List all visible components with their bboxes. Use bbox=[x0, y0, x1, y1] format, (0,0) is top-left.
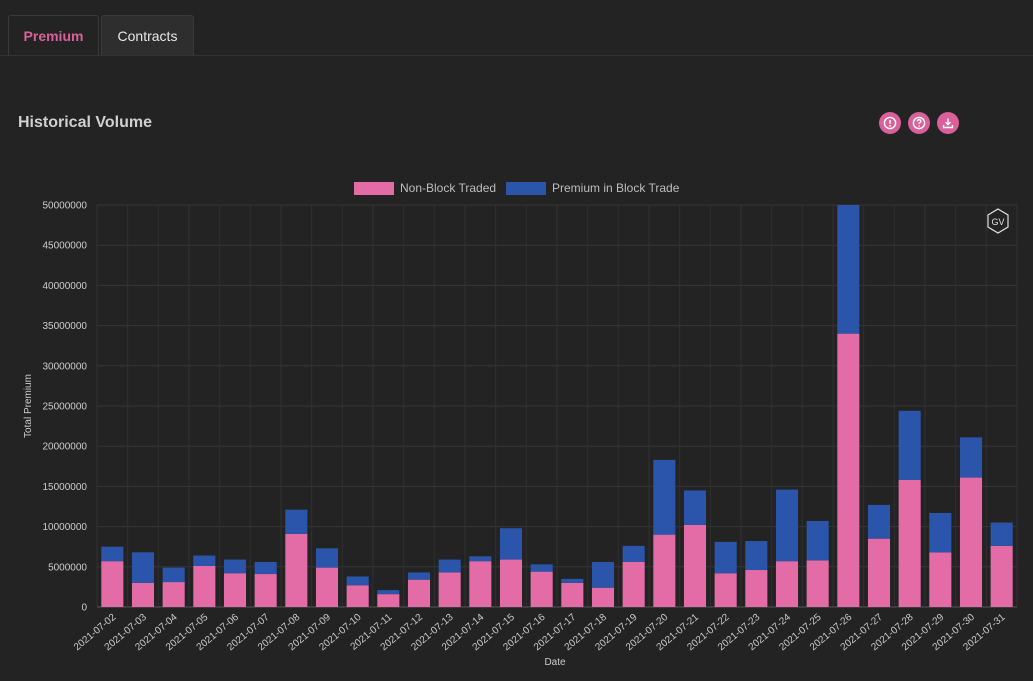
bar-block-trade[interactable] bbox=[683, 490, 707, 525]
bar-block-trade[interactable] bbox=[714, 541, 737, 574]
bar-block-trade[interactable] bbox=[591, 561, 615, 588]
bar-block-trade[interactable] bbox=[898, 410, 921, 480]
bar-non-block[interactable] bbox=[162, 582, 185, 607]
bar-block-trade[interactable] bbox=[223, 559, 247, 574]
bar-block-trade[interactable] bbox=[837, 205, 860, 334]
bar-block-trade[interactable] bbox=[315, 548, 339, 568]
bar-block-trade[interactable] bbox=[131, 552, 155, 583]
y-tick-label: 25000000 bbox=[43, 402, 88, 413]
bar-non-block[interactable] bbox=[131, 582, 155, 607]
bar-non-block[interactable] bbox=[775, 561, 799, 607]
bar-block-trade[interactable] bbox=[775, 489, 799, 562]
bar-block-trade[interactable] bbox=[101, 546, 124, 562]
download-button[interactable] bbox=[937, 112, 959, 134]
bar-block-trade[interactable] bbox=[929, 512, 952, 553]
bar-non-block[interactable] bbox=[499, 559, 523, 607]
y-tick-label: 30000000 bbox=[43, 361, 88, 372]
tab-contracts[interactable]: Contracts bbox=[101, 15, 194, 55]
bar-non-block[interactable] bbox=[929, 552, 952, 607]
y-tick-label: 40000000 bbox=[43, 281, 88, 292]
bar-non-block[interactable] bbox=[591, 587, 615, 607]
bar-non-block[interactable] bbox=[377, 594, 400, 607]
y-tick-label: 0 bbox=[81, 603, 87, 614]
bar-non-block[interactable] bbox=[898, 479, 921, 607]
legend-swatch-block[interactable] bbox=[506, 182, 546, 195]
bar-block-trade[interactable] bbox=[346, 576, 369, 586]
bar-block-trade[interactable] bbox=[438, 559, 461, 573]
y-axis-label: Total Premium bbox=[23, 374, 34, 438]
bar-non-block[interactable] bbox=[285, 533, 308, 607]
bar-non-block[interactable] bbox=[867, 538, 891, 607]
bar-block-trade[interactable] bbox=[867, 504, 891, 539]
y-tick-label: 15000000 bbox=[43, 482, 88, 493]
bar-non-block[interactable] bbox=[561, 582, 584, 607]
bar-non-block[interactable] bbox=[653, 534, 676, 607]
bar-non-block[interactable] bbox=[223, 573, 247, 607]
bar-block-trade[interactable] bbox=[254, 561, 277, 575]
bar-non-block[interactable] bbox=[806, 560, 829, 607]
bar-block-trade[interactable] bbox=[377, 590, 400, 595]
bar-block-trade[interactable] bbox=[745, 541, 768, 571]
legend-swatch-non-block[interactable] bbox=[354, 182, 394, 195]
help-button[interactable] bbox=[908, 112, 930, 134]
bar-non-block[interactable] bbox=[346, 585, 369, 607]
bar-non-block[interactable] bbox=[622, 561, 645, 607]
bar-block-trade[interactable] bbox=[959, 437, 983, 478]
tab-premium[interactable]: Premium bbox=[8, 15, 99, 55]
y-tick-label: 20000000 bbox=[43, 442, 88, 453]
bar-block-trade[interactable] bbox=[622, 545, 645, 562]
bar-non-block[interactable] bbox=[438, 572, 461, 607]
y-tick-label: 35000000 bbox=[43, 321, 88, 332]
tab-bar: Premium Contracts bbox=[0, 0, 1033, 56]
download-icon bbox=[942, 118, 954, 129]
section-title: Historical Volume bbox=[18, 114, 152, 131]
bar-block-trade[interactable] bbox=[285, 509, 308, 534]
bar-block-trade[interactable] bbox=[469, 556, 492, 562]
bar-non-block[interactable] bbox=[959, 477, 983, 607]
bar-non-block[interactable] bbox=[990, 545, 1013, 607]
bar-block-trade[interactable] bbox=[407, 572, 431, 580]
historical-volume-chart: 0 5000000 10000000 15000000 20000000 25000000… bbox=[23, 181, 1018, 668]
bar-non-block[interactable] bbox=[101, 561, 124, 607]
bar-non-block[interactable] bbox=[714, 573, 737, 607]
gv-badge-label: GV bbox=[991, 217, 1004, 227]
y-tick-label: 10000000 bbox=[43, 522, 88, 533]
help-icon bbox=[912, 116, 926, 130]
alert-button[interactable] bbox=[879, 112, 901, 134]
bar-non-block[interactable] bbox=[745, 570, 768, 607]
y-axis-ticks: 0 5000000 10000000 15000000 20000000 25000000… bbox=[43, 201, 88, 614]
legend-label-non-block[interactable]: Non-Block Traded bbox=[400, 181, 496, 195]
y-tick-label: 50000000 bbox=[43, 201, 88, 212]
chart-grid bbox=[96, 204, 1018, 608]
bar-block-trade[interactable] bbox=[530, 564, 553, 572]
bar-non-block[interactable] bbox=[469, 561, 492, 607]
bar-non-block[interactable] bbox=[315, 567, 339, 607]
bar-block-trade[interactable] bbox=[653, 459, 676, 535]
alert-icon bbox=[883, 116, 897, 130]
legend-label-block[interactable]: Premium in Block Trade bbox=[552, 181, 680, 195]
bar-non-block[interactable] bbox=[193, 565, 216, 607]
y-tick-label: 45000000 bbox=[43, 241, 88, 252]
bar-block-trade[interactable] bbox=[561, 578, 584, 583]
bar-block-trade[interactable] bbox=[162, 567, 185, 583]
bar-non-block[interactable] bbox=[254, 574, 277, 607]
y-tick-label: 5000000 bbox=[48, 562, 87, 573]
bar-block-trade[interactable] bbox=[990, 522, 1013, 546]
x-axis-label: Date bbox=[544, 657, 566, 668]
bar-block-trade[interactable] bbox=[806, 520, 829, 561]
bar-block-trade[interactable] bbox=[193, 555, 216, 566]
x-axis-ticks: 2021-07-022021-07-032021-07-042021-07-05… bbox=[72, 612, 1008, 654]
bar-non-block[interactable] bbox=[407, 579, 431, 607]
bar-block-trade[interactable] bbox=[499, 528, 523, 560]
bar-non-block[interactable] bbox=[683, 524, 707, 607]
chart-bars bbox=[101, 205, 1013, 607]
chart-legend: Non-Block Traded Premium in Block Trade bbox=[354, 181, 680, 195]
gv-badge[interactable]: GV bbox=[987, 208, 1009, 234]
bar-non-block[interactable] bbox=[530, 571, 553, 607]
bar-non-block[interactable] bbox=[837, 333, 860, 607]
